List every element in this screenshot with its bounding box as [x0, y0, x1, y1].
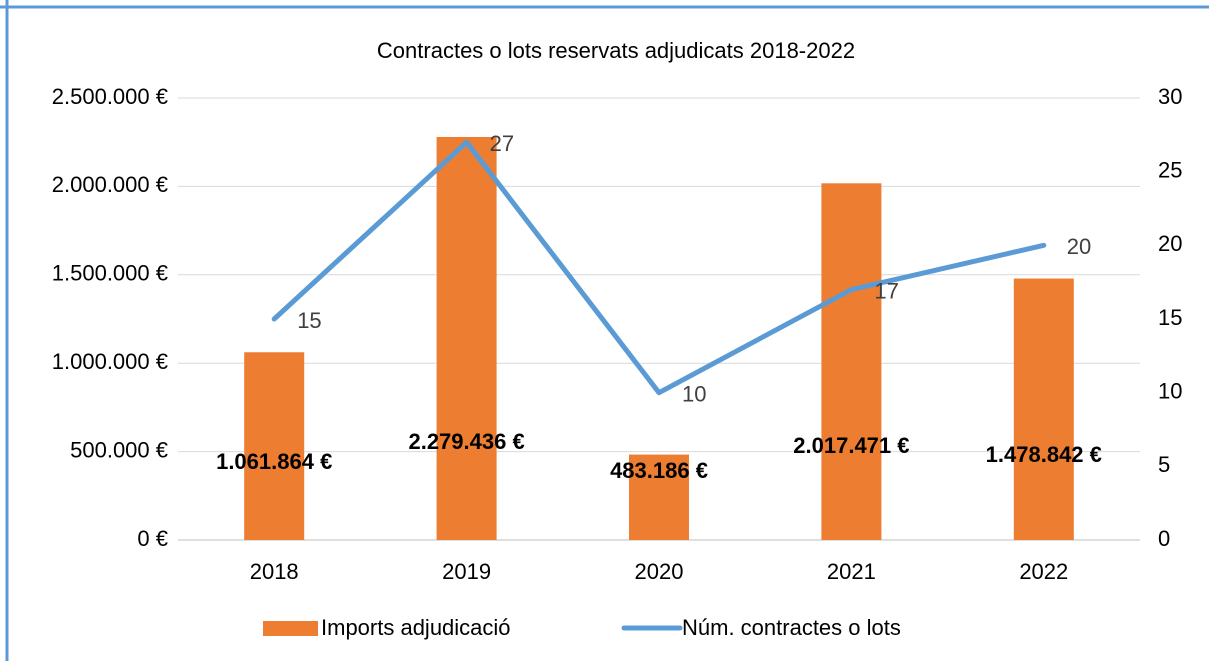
y-tick-label: 1.500.000 €	[52, 261, 168, 286]
line-value-label: 10	[682, 381, 706, 406]
y-tick-label: 0 €	[137, 526, 168, 551]
y-tick-label: 500.000 €	[70, 437, 168, 462]
bar	[244, 352, 305, 540]
y-tick-label: 1.000.000 €	[52, 349, 168, 374]
chart-title: Contractes o lots reservats adjudicats 2…	[377, 38, 855, 63]
line-value-label: 20	[1067, 234, 1091, 259]
y-tick-label: 2.500.000 €	[52, 84, 168, 109]
line-value-label: 15	[297, 308, 321, 333]
y-tick-label: 2.000.000 €	[52, 172, 168, 197]
x-tick-label: 2018	[250, 559, 299, 584]
x-tick-label: 2020	[635, 559, 684, 584]
x-tick-label: 2022	[1019, 559, 1068, 584]
bar-value-label: 2.017.471 €	[793, 433, 909, 458]
bar	[629, 454, 689, 540]
y2-tick-label: 10	[1158, 378, 1182, 403]
y2-tick-label: 0	[1158, 526, 1170, 551]
line	[271, 139, 1047, 396]
y2-tick-label: 15	[1158, 305, 1182, 330]
bar-value-label: 2.279.436 €	[408, 429, 524, 454]
line-value-label: 17	[874, 278, 898, 303]
y2-tick-label: 5	[1158, 452, 1170, 477]
line-value-label: 27	[490, 131, 514, 156]
y2-tick-label: 20	[1158, 231, 1182, 256]
y2-tick-label: 25	[1158, 157, 1182, 182]
y2-tick-label: 30	[1158, 84, 1182, 109]
bar	[821, 183, 882, 540]
legend-label: Núm. contractes o lots	[682, 615, 901, 640]
bar-value-label: 1.478.842 €	[986, 442, 1102, 467]
bar-value-label: 1.061.864 €	[216, 449, 332, 474]
x-tick-label: 2021	[827, 559, 876, 584]
bar-value-label: 483.186 €	[610, 458, 708, 483]
x-tick-label: 2019	[442, 559, 491, 584]
bar	[436, 136, 497, 540]
legend-label: Imports adjudicació	[321, 615, 511, 640]
legend-swatch	[263, 621, 318, 636]
bar	[1013, 278, 1074, 540]
